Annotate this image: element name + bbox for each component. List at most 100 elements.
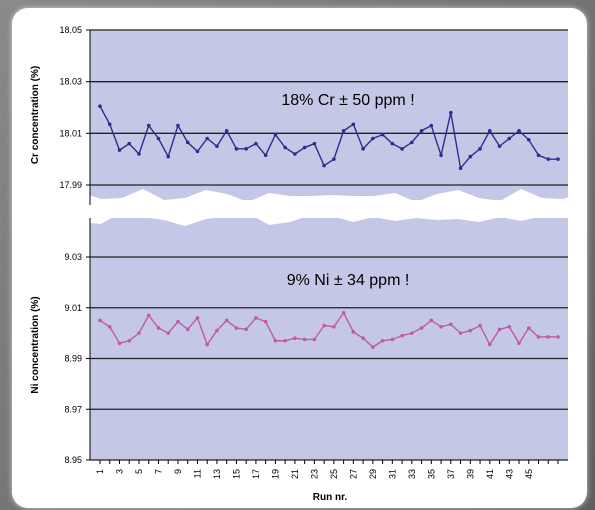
bottom-y-tick-label: 9.03 bbox=[64, 252, 82, 262]
ni-series-point bbox=[536, 335, 541, 339]
x-tick-label: 39 bbox=[465, 469, 475, 479]
ni-series-point bbox=[497, 327, 502, 332]
cr-series-point bbox=[107, 122, 112, 127]
x-tick-label: 7 bbox=[153, 469, 163, 474]
ni-series-point bbox=[127, 338, 132, 343]
cr-series-point bbox=[185, 140, 190, 145]
cr-series-point bbox=[195, 149, 200, 154]
cr-series-point bbox=[156, 136, 161, 141]
bottom-annotation-bg bbox=[258, 267, 438, 293]
cr-series-point bbox=[263, 153, 268, 158]
ni-series-point bbox=[156, 326, 161, 330]
top-annotation: 18% Cr ± 50 ppm ! bbox=[281, 92, 414, 109]
ni-series-point bbox=[478, 323, 482, 328]
x-tick-label: 5 bbox=[134, 469, 144, 474]
cr-series-point bbox=[127, 141, 132, 146]
x-tick-label: 43 bbox=[504, 469, 514, 479]
cr-series-point bbox=[439, 153, 443, 158]
cr-series-point bbox=[380, 132, 385, 137]
cr-series-point bbox=[98, 104, 102, 109]
ni-series-point bbox=[273, 338, 278, 343]
cr-series-point bbox=[390, 141, 395, 146]
x-tick-label: 13 bbox=[212, 469, 222, 479]
ni-series-point bbox=[254, 316, 258, 320]
cr-series-point bbox=[410, 140, 414, 145]
x-tick-label: 19 bbox=[270, 469, 280, 479]
ni-series-point bbox=[400, 333, 404, 338]
top-annotation-bg bbox=[250, 86, 446, 112]
cr-series-point bbox=[361, 147, 365, 151]
ni-series-point bbox=[458, 331, 463, 335]
ni-series-point bbox=[546, 335, 551, 339]
cr-series-point bbox=[458, 166, 463, 171]
ni-series-point bbox=[195, 316, 200, 320]
ni-series-point bbox=[166, 331, 171, 335]
ni-series-point bbox=[107, 324, 112, 329]
x-tick-label: 11 bbox=[192, 469, 202, 478]
ni-series-point bbox=[302, 337, 307, 342]
ni-series-point bbox=[371, 345, 375, 349]
ni-series-line bbox=[99, 311, 558, 348]
ni-series-point bbox=[205, 342, 209, 347]
cr-series-point bbox=[283, 145, 287, 150]
ni-series-point bbox=[293, 336, 297, 341]
cr-series-point bbox=[526, 137, 531, 142]
cr-series-point bbox=[536, 153, 541, 158]
bottom-y-axis-label: Ni concentration (%) bbox=[30, 296, 41, 393]
ni-series-point bbox=[215, 328, 219, 333]
cr-series-point bbox=[312, 141, 317, 146]
ni-series-point bbox=[263, 319, 268, 324]
ni-series-point bbox=[332, 324, 336, 329]
bottom-y-tick-label: 8.99 bbox=[64, 354, 82, 364]
ni-series-point bbox=[526, 326, 531, 330]
cr-series-point bbox=[351, 122, 356, 127]
bottom-plot-area bbox=[90, 218, 568, 460]
cr-series-point bbox=[176, 123, 180, 128]
x-tick-label: 29 bbox=[368, 469, 378, 479]
x-tick-label: 21 bbox=[290, 469, 300, 479]
top-y-tick-label: 18.05 bbox=[59, 25, 82, 35]
cr-series-point bbox=[117, 148, 122, 152]
cr-series-point bbox=[449, 110, 453, 115]
x-tick-label: 45 bbox=[524, 469, 534, 479]
cr-series-line bbox=[99, 105, 558, 170]
cr-series-point bbox=[205, 136, 209, 141]
ni-series-point bbox=[556, 335, 560, 339]
cr-series-point bbox=[322, 163, 326, 168]
x-tick-label: 17 bbox=[251, 469, 261, 479]
bottom-annotation: 9% Ni ± 34 ppm ! bbox=[287, 272, 410, 289]
x-tick-label: 33 bbox=[407, 469, 417, 479]
bottom-y-tick-label: 8.97 bbox=[64, 404, 82, 414]
ni-series-point bbox=[98, 318, 102, 323]
ni-series-point bbox=[234, 326, 239, 330]
top-y-axis-label: Cr concentration (%) bbox=[30, 66, 41, 164]
ni-series-point bbox=[380, 338, 385, 343]
ni-series-point bbox=[117, 341, 122, 346]
ni-series-point bbox=[185, 327, 190, 332]
ni-series-point bbox=[176, 319, 180, 324]
ni-series-point bbox=[390, 337, 395, 342]
cr-series-point bbox=[234, 147, 239, 151]
x-tick-label: 23 bbox=[309, 469, 319, 479]
x-tick-label: 27 bbox=[348, 469, 358, 479]
x-tick-label: 9 bbox=[173, 469, 183, 474]
ni-series-point bbox=[439, 324, 443, 329]
ni-series-point bbox=[312, 337, 317, 342]
cr-series-point bbox=[244, 147, 248, 151]
ni-series-point bbox=[487, 342, 492, 347]
x-tick-label: 3 bbox=[114, 469, 124, 474]
cr-series-point bbox=[146, 123, 151, 128]
cr-series-point bbox=[478, 147, 482, 151]
cr-series-point bbox=[497, 144, 502, 149]
top-y-tick-label: 18.03 bbox=[59, 77, 82, 87]
x-tick-label: 41 bbox=[485, 469, 495, 479]
bottom-y-tick-label: 9.01 bbox=[64, 303, 82, 313]
cr-series-point bbox=[332, 157, 336, 161]
top-y-tick-label: 18.01 bbox=[59, 128, 82, 138]
ni-series-point bbox=[137, 331, 141, 335]
x-tick-label: 15 bbox=[231, 469, 241, 479]
ni-series-point bbox=[283, 338, 287, 343]
ni-series-point bbox=[507, 324, 512, 329]
ni-series-point bbox=[449, 322, 453, 327]
